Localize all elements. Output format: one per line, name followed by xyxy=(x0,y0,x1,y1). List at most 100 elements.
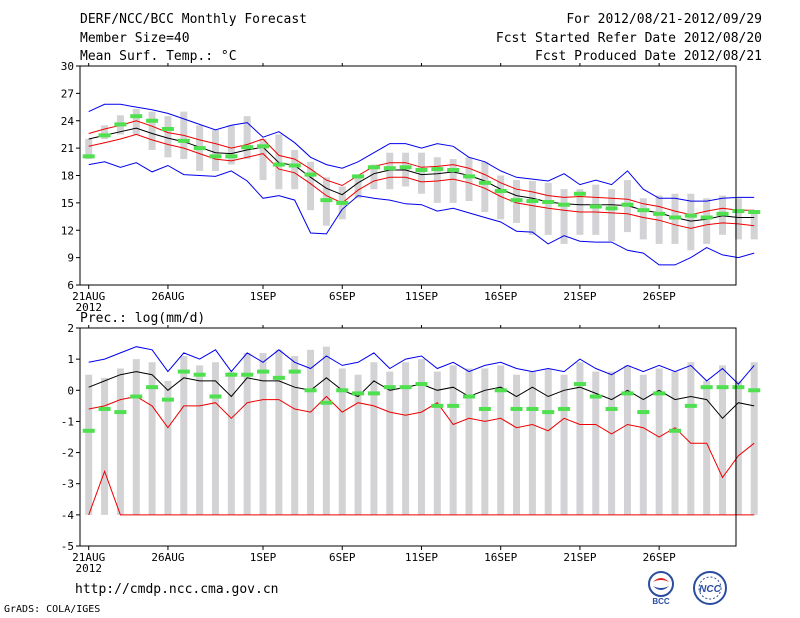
prec-xtick-label: 21AUG xyxy=(72,551,105,564)
prec-range-box-36 xyxy=(639,374,647,515)
prec-xtick-label: 11SEP xyxy=(405,551,438,564)
temp-observed-27 xyxy=(494,189,507,194)
prec-range-box-25 xyxy=(465,368,473,515)
prec-range-box-10 xyxy=(227,371,235,515)
temp-series-lower xyxy=(88,133,755,229)
prec-observed-15 xyxy=(304,388,317,393)
ncc-logo: NCC xyxy=(693,571,727,605)
temp-observed-25 xyxy=(463,174,476,179)
temp-range-box-1 xyxy=(85,139,93,160)
temp-observed-28 xyxy=(510,198,523,203)
temp-xtick-label: 11SEP xyxy=(405,290,438,303)
prec-range-box-24 xyxy=(449,365,457,515)
temp-range-box-20 xyxy=(386,152,394,190)
prec-range-box-14 xyxy=(291,356,299,515)
prec-observed-29 xyxy=(526,406,539,411)
temp-ytick-label: 15 xyxy=(61,197,74,210)
prec-range-box-37 xyxy=(655,368,663,515)
temp-observed-24 xyxy=(447,168,460,173)
prec-observed-39 xyxy=(684,403,697,408)
prec-range-box-43 xyxy=(750,362,758,515)
temp-range-box-23 xyxy=(433,157,441,203)
prec-observed-6 xyxy=(161,397,174,402)
temp-observed-3 xyxy=(114,122,127,127)
prec-range-box-40 xyxy=(703,380,711,515)
prec-range-box-41 xyxy=(719,365,727,515)
temp-range-box-14 xyxy=(291,149,299,190)
temp-xtick-label: 6SEP xyxy=(329,290,356,303)
prec-ytick-label: 0 xyxy=(67,384,74,397)
temp-observed-36 xyxy=(637,208,650,213)
temp-observed-2 xyxy=(98,133,111,138)
prec-observed-28 xyxy=(510,406,523,411)
prec-observed-12 xyxy=(257,369,270,374)
prec-range-box-31 xyxy=(560,374,568,515)
temp-xtick-label: 16SEP xyxy=(484,290,517,303)
prec-observed-22 xyxy=(415,382,428,387)
prec-observed-13 xyxy=(272,375,285,380)
temp-ytick-label: 30 xyxy=(61,60,74,73)
prec-range-box-27 xyxy=(497,365,505,515)
temp-range-box-6 xyxy=(164,116,172,158)
prec-range-box-8 xyxy=(196,365,204,515)
temp-ytick-label: 21 xyxy=(61,142,74,155)
prec-observed-32 xyxy=(573,382,586,387)
prec-range-box-6 xyxy=(164,380,172,515)
prec-ytick-label: 2 xyxy=(67,322,74,335)
temperature-panel: 6 9 12 15 18 21 24 27 30 21AUG 26AUG 1SEP 6SEP 11SEP 1… xyxy=(61,60,761,314)
prec-ytick-label: -2 xyxy=(61,447,74,460)
prec-range-box-30 xyxy=(544,368,552,515)
source-url[interactable]: http://cmdp.ncc.cma.gov.cn xyxy=(75,582,279,597)
produced-date: Fcst Produced Date 2012/08/21 xyxy=(535,49,762,64)
temp-observed-7 xyxy=(177,138,190,143)
prec-observed-16 xyxy=(320,400,333,405)
temp-xtick-label: 21AUG xyxy=(72,290,105,303)
prec-ytick-label: 1 xyxy=(67,353,74,366)
prec-observed-27 xyxy=(494,388,507,393)
prec-observed-11 xyxy=(241,372,254,377)
forecast-period: For 2012/08/21-2012/09/29 xyxy=(566,12,762,27)
prec-range-box-29 xyxy=(528,371,536,515)
prec-year-label: 2012 xyxy=(75,562,102,575)
prec-observed-8 xyxy=(193,372,206,377)
prec-observed-9 xyxy=(209,394,222,399)
temp-observed-15 xyxy=(304,172,317,177)
prec-xtick-label: 26SEP xyxy=(643,551,676,564)
prec-observed-41 xyxy=(716,385,729,390)
temp-observed-13 xyxy=(272,162,285,167)
prec-observed-40 xyxy=(700,385,713,390)
temp-observed-16 xyxy=(320,198,333,203)
temp-observed-32 xyxy=(573,191,586,196)
temp-xtick-label: 21SEP xyxy=(563,290,596,303)
temp-observed-1 xyxy=(82,154,95,159)
prec-xtick-label: 21SEP xyxy=(563,551,596,564)
prec-range-box-21 xyxy=(402,362,410,515)
prec-range-box-1 xyxy=(85,374,93,515)
prec-observed-20 xyxy=(383,385,396,390)
prec-range-box-34 xyxy=(608,371,616,515)
temp-ytick-label: 6 xyxy=(67,279,74,292)
temp-observed-20 xyxy=(383,166,396,171)
temp-observed-8 xyxy=(193,146,206,151)
prec-ytick-label: -3 xyxy=(61,478,74,491)
temp-range-box-31 xyxy=(560,189,568,244)
prec-observed-31 xyxy=(558,406,571,411)
bcc-logo: BCC xyxy=(648,571,674,606)
temp-range-box-25 xyxy=(465,157,473,202)
temp-range-box-36 xyxy=(639,198,647,240)
prec-observed-2 xyxy=(98,406,111,411)
temp-observed-30 xyxy=(542,199,555,204)
prec-observed-25 xyxy=(463,394,476,399)
prec-observed-10 xyxy=(225,372,238,377)
prec-range-box-5 xyxy=(148,362,156,515)
temp-range-box-39 xyxy=(687,193,695,251)
prec-series-ensemble-min xyxy=(88,469,755,516)
temp-ytick-label: 9 xyxy=(67,252,74,265)
prec-range-box-18 xyxy=(354,374,362,515)
temp-range-box-43 xyxy=(750,212,758,240)
temp-observed-31 xyxy=(558,202,571,207)
prec-observed-14 xyxy=(288,369,301,374)
temp-observed-17 xyxy=(336,200,349,205)
temp-observed-11 xyxy=(241,145,254,150)
temp-observed-38 xyxy=(668,215,681,220)
